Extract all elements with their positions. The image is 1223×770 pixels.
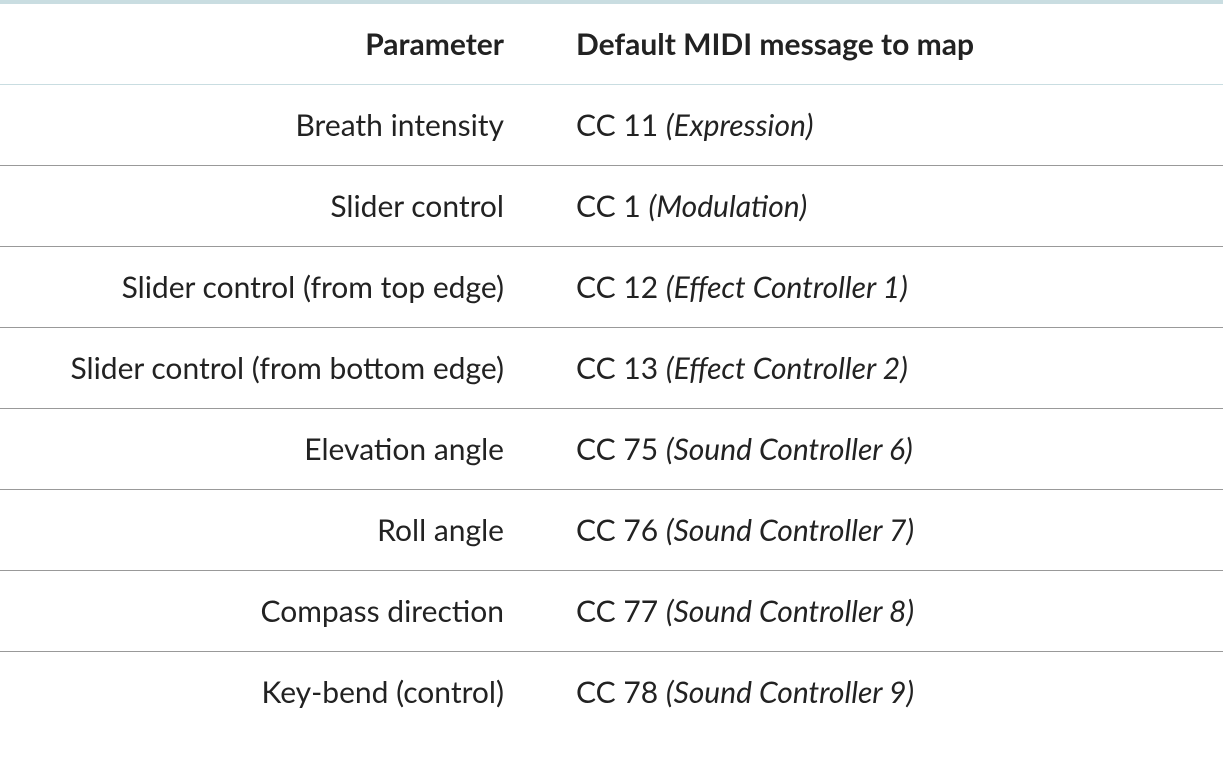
table-row: Slider control (from top edge) CC 12 (Ef…: [0, 247, 1223, 328]
parameter-cell: Slider control (from top edge): [0, 247, 528, 328]
table-header-row: Parameter Default MIDI message to map: [0, 2, 1223, 85]
cc-desc: (Sound Controller 8): [666, 593, 914, 629]
message-cell: CC 75 (Sound Controller 6): [528, 409, 1223, 490]
cc-desc: (Effect Controller 2): [666, 350, 908, 386]
cc-number: CC 13: [576, 350, 658, 386]
message-cell: CC 11 (Expression): [528, 85, 1223, 166]
parameter-cell: Key-bend (control): [0, 652, 528, 733]
cc-desc: (Expression): [666, 107, 814, 143]
cc-desc: (Modulation): [648, 188, 807, 224]
cc-number: CC 11: [576, 107, 658, 143]
parameter-cell: Elevation angle: [0, 409, 528, 490]
table-row: Breath intensity CC 11 (Expression): [0, 85, 1223, 166]
table: Parameter Default MIDI message to map Br…: [0, 0, 1223, 732]
cc-number: CC 76: [576, 512, 658, 548]
table-row: Roll angle CC 76 (Sound Controller 7): [0, 490, 1223, 571]
parameter-cell: Slider control: [0, 166, 528, 247]
table-row: Key-bend (control) CC 78 (Sound Controll…: [0, 652, 1223, 733]
table-row: Slider control (from bottom edge) CC 13 …: [0, 328, 1223, 409]
parameter-cell: Slider control (from bottom edge): [0, 328, 528, 409]
message-cell: CC 13 (Effect Controller 2): [528, 328, 1223, 409]
parameter-cell: Breath intensity: [0, 85, 528, 166]
cc-number: CC 77: [576, 593, 658, 629]
parameter-cell: Compass direction: [0, 571, 528, 652]
cc-number: CC 75: [576, 431, 658, 467]
header-parameter: Parameter: [0, 2, 528, 85]
cc-desc: (Sound Controller 6): [666, 431, 913, 467]
message-cell: CC 12 (Effect Controller 1): [528, 247, 1223, 328]
message-cell: CC 77 (Sound Controller 8): [528, 571, 1223, 652]
message-cell: CC 76 (Sound Controller 7): [528, 490, 1223, 571]
table-row: Elevation angle CC 75 (Sound Controller …: [0, 409, 1223, 490]
header-message: Default MIDI message to map: [528, 2, 1223, 85]
parameter-cell: Roll angle: [0, 490, 528, 571]
midi-mapping-table: Parameter Default MIDI message to map Br…: [0, 0, 1223, 732]
cc-desc: (Sound Controller 9): [666, 674, 914, 710]
cc-desc: (Sound Controller 7): [666, 512, 914, 548]
cc-number: CC 1: [576, 188, 641, 224]
cc-number: CC 78: [576, 674, 658, 710]
table-row: Slider control CC 1 (Modulation): [0, 166, 1223, 247]
table-row: Compass direction CC 77 (Sound Controlle…: [0, 571, 1223, 652]
cc-desc: (Effect Controller 1): [666, 269, 908, 305]
cc-number: CC 12: [576, 269, 658, 305]
message-cell: CC 1 (Modulation): [528, 166, 1223, 247]
message-cell: CC 78 (Sound Controller 9): [528, 652, 1223, 733]
